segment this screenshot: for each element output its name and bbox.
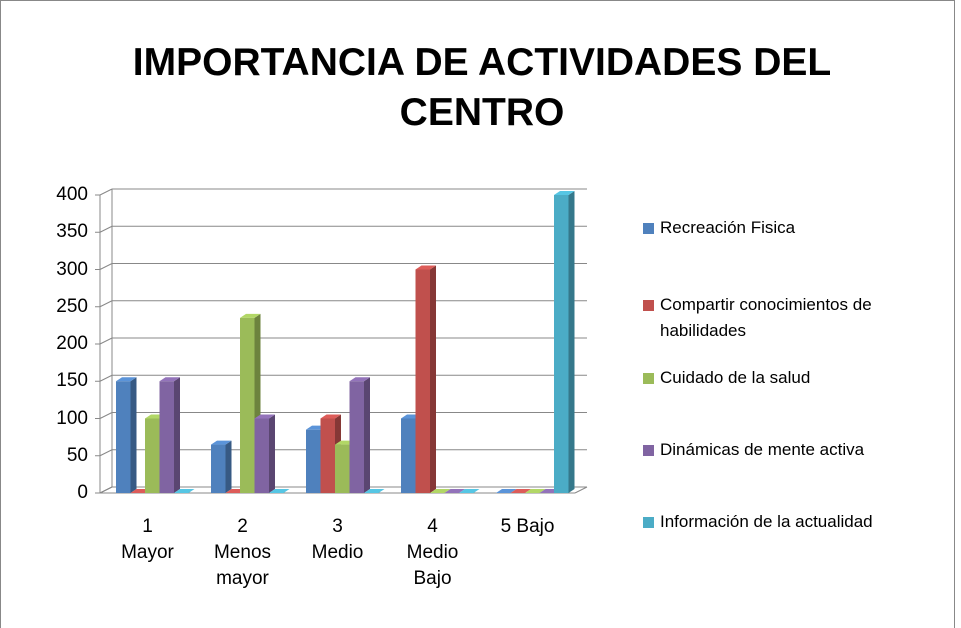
legend-swatch	[643, 373, 654, 384]
legend-label: Información de la actualidad	[660, 512, 873, 531]
bar-face	[415, 269, 430, 493]
y-tick-label: 150	[56, 370, 88, 392]
bar	[444, 489, 465, 493]
grid-line	[99, 300, 113, 308]
y-tick-label: 400	[56, 184, 88, 205]
bar-face	[415, 265, 436, 270]
legend-label: Dinámicas de mente activa	[660, 440, 865, 459]
bar-face	[211, 444, 226, 493]
grid-line	[99, 374, 113, 382]
bar	[496, 489, 517, 493]
x-tick-label: 2 Menos mayor	[213, 516, 272, 589]
bar-face	[145, 418, 160, 493]
bar-face	[510, 489, 531, 493]
bar-face	[430, 265, 436, 493]
legend-label: Compartir conocimientos de habilidades	[660, 295, 872, 340]
bar-face	[349, 381, 364, 493]
x-tick-label: 1 Mayor	[121, 516, 174, 563]
floor-line	[574, 486, 588, 494]
bar-face	[240, 317, 255, 493]
legend-label: Cuidado de la salud	[660, 368, 811, 387]
bar-face	[116, 377, 137, 382]
bar-face	[254, 414, 275, 419]
bar-face	[430, 489, 451, 493]
y-tick-label: 0	[77, 482, 88, 503]
y-tick-label: 250	[56, 295, 88, 317]
bar	[349, 377, 370, 493]
bar	[116, 377, 137, 493]
bar-face	[364, 489, 385, 493]
legend-swatch	[643, 223, 654, 234]
bar	[159, 377, 180, 493]
bar-face	[554, 191, 575, 195]
bar	[459, 489, 480, 493]
bar	[415, 265, 436, 493]
x-tick-label: 3 Medio	[311, 516, 364, 563]
y-tick-label: 350	[56, 221, 88, 243]
bar-face	[320, 414, 341, 419]
bar	[269, 489, 290, 493]
bar-face	[496, 489, 517, 493]
bar-face	[364, 377, 370, 493]
bar-face	[174, 377, 180, 493]
bar	[211, 440, 232, 493]
bar-face	[568, 191, 575, 493]
bar-face	[254, 418, 269, 493]
bar-face	[525, 489, 546, 493]
bar	[364, 489, 385, 493]
legend-swatch	[643, 517, 654, 528]
grid-line	[99, 225, 113, 233]
legend-label: Recreación Fisica	[660, 218, 796, 237]
bar-face	[459, 489, 480, 493]
bar	[554, 191, 575, 493]
x-tick-label: 4 Medio Bajo	[406, 516, 459, 589]
grid-line	[99, 449, 113, 457]
bar-face	[320, 418, 335, 493]
x-tick-label: 5 Bajo	[500, 516, 555, 537]
bar-face	[306, 429, 321, 493]
bar-face	[349, 377, 370, 382]
bar-face	[335, 444, 350, 493]
bar-face	[554, 195, 569, 493]
legend-swatch	[643, 300, 654, 311]
grid-line	[99, 337, 113, 345]
bar-face	[174, 489, 195, 493]
bar-face	[159, 377, 180, 382]
bar	[525, 489, 546, 493]
bar	[510, 489, 531, 493]
grid-line	[99, 412, 113, 419]
bar	[430, 489, 451, 493]
bar-face	[116, 381, 131, 493]
grid-line	[99, 486, 113, 494]
bar-face	[444, 489, 465, 493]
bar-face	[225, 440, 232, 493]
grid-line	[99, 188, 113, 196]
y-tick-label: 300	[56, 258, 88, 280]
bar-face	[130, 377, 137, 493]
bar-face	[269, 414, 275, 493]
bar-face	[159, 381, 174, 493]
bar-face	[401, 418, 416, 493]
bar	[254, 414, 275, 493]
bar	[174, 489, 195, 493]
bar-face	[211, 440, 232, 445]
y-tick-label: 100	[56, 407, 88, 429]
bar-face	[240, 313, 261, 318]
y-tick-label: 200	[56, 333, 88, 354]
chart-title: IMPORTANCIA DE ACTIVIDADES DEL CENTRO	[132, 41, 832, 134]
bar-face	[269, 489, 290, 493]
grid-line	[99, 263, 113, 270]
y-tick-label: 50	[66, 444, 88, 466]
legend-swatch	[643, 445, 654, 456]
